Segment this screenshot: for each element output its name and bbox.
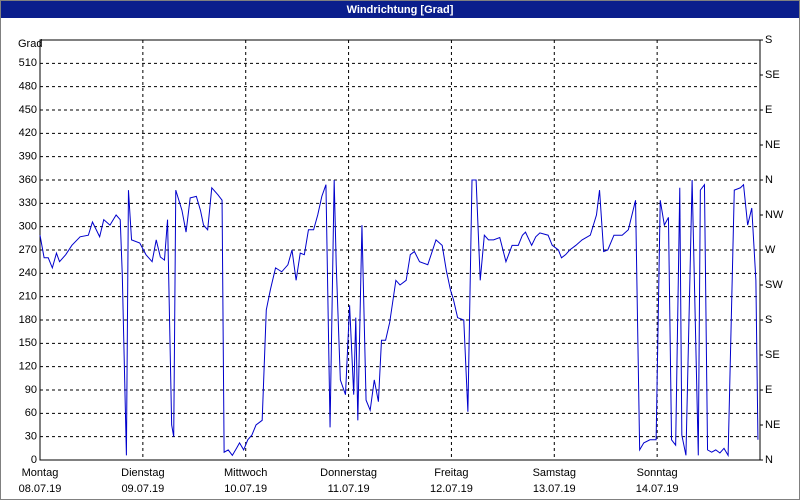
x-tick-date: 14.07.19	[636, 483, 679, 495]
y-tick-label: 210	[19, 291, 37, 303]
y2-tick-label: NE	[765, 139, 780, 151]
y2-tick-label: N	[765, 454, 773, 466]
y-tick-label: 150	[19, 337, 37, 349]
x-tick-date: 12.07.19	[430, 483, 473, 495]
y2-tick-label: SE	[765, 69, 780, 81]
y-tick-label: 330	[19, 197, 37, 209]
x-tick-label: Samstag	[533, 467, 576, 479]
y2-tick-label: N	[765, 174, 773, 186]
title-bar	[1, 1, 799, 18]
y2-tick-label: E	[765, 384, 772, 396]
x-tick-label: Dienstag	[121, 467, 164, 479]
y2-tick-label: S	[765, 314, 772, 326]
x-tick-label: Donnerstag	[320, 467, 377, 479]
y-tick-label: 510	[19, 57, 37, 69]
y-tick-label: 180	[19, 314, 37, 326]
x-tick-date: 09.07.19	[121, 483, 164, 495]
y-tick-label: 360	[19, 174, 37, 186]
x-tick-label: Mittwoch	[224, 467, 267, 479]
y-tick-label: 450	[19, 104, 37, 116]
x-tick-date: 13.07.19	[533, 483, 576, 495]
y-tick-label: 30	[25, 431, 37, 443]
y-tick-label: 300	[19, 221, 37, 233]
x-tick-label: Montag	[22, 467, 59, 479]
y-tick-label: 120	[19, 361, 37, 373]
data-line	[39, 179, 759, 458]
y2-tick-label: NE	[765, 419, 780, 431]
y2-tick-label: NW	[765, 209, 784, 221]
y2-tick-label: W	[765, 244, 776, 256]
y2-tick-label: S	[765, 34, 772, 46]
y-tick-label: 60	[25, 407, 37, 419]
y-tick-label: 420	[19, 127, 37, 139]
x-tick-label: Sonntag	[637, 467, 678, 479]
y2-tick-label: E	[765, 104, 772, 116]
x-tick-date: 08.07.19	[19, 483, 62, 495]
y-tick-label: 0	[31, 454, 37, 466]
y2-tick-label: SE	[765, 349, 780, 361]
y2-tick-label: SW	[765, 279, 783, 291]
y-tick-label: 390	[19, 151, 37, 163]
y-tick-label: 270	[19, 244, 37, 256]
x-tick-label: Freitag	[434, 467, 468, 479]
chart-title: Windrichtung [Grad]	[347, 4, 454, 16]
y-tick-label: 240	[19, 267, 37, 279]
y-tick-label: 90	[25, 384, 37, 396]
x-tick-date: 10.07.19	[224, 483, 267, 495]
x-tick-date: 11.07.19	[328, 483, 370, 495]
y-axis-label: Grad	[18, 38, 42, 50]
y-tick-label: 480	[19, 81, 37, 93]
